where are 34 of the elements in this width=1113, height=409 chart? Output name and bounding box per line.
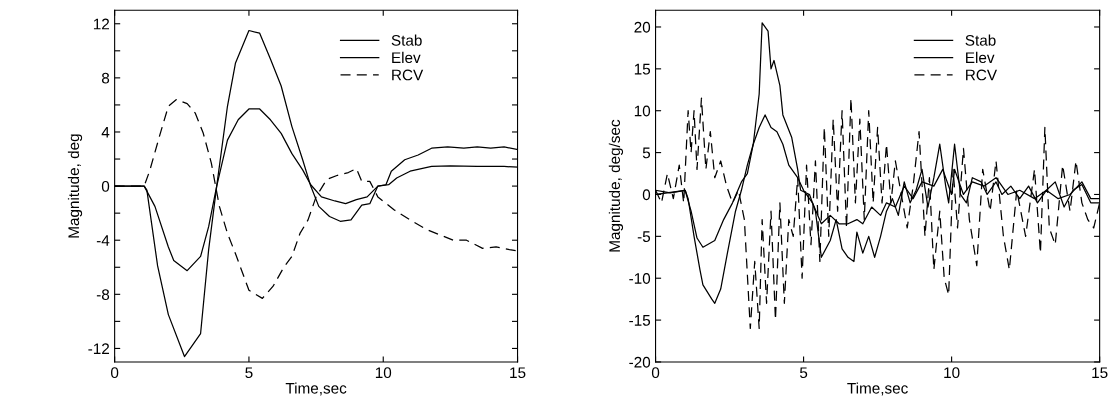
legend-label: Stab bbox=[965, 34, 996, 46]
x-tick-label: 5 bbox=[799, 367, 808, 379]
x-tick-label: 10 bbox=[944, 367, 960, 379]
legend-label: RCV bbox=[392, 69, 424, 81]
y-tick-label: 10 bbox=[634, 105, 651, 117]
y-tick-label: 4 bbox=[101, 127, 110, 138]
x-tick-label: 15 bbox=[1092, 367, 1108, 379]
legend-label: Elev bbox=[392, 51, 421, 64]
y-axis-title: Magnitude, deg bbox=[67, 134, 83, 238]
x-tick-label: 5 bbox=[245, 367, 253, 379]
y-tick-label: 20 bbox=[634, 21, 651, 33]
x-tick-label: 0 bbox=[651, 367, 660, 379]
x-tick-label: 10 bbox=[375, 367, 392, 379]
y-tick-label: -20 bbox=[629, 356, 651, 368]
legend-label: RCV bbox=[966, 69, 998, 81]
y-tick-label: -12 bbox=[88, 343, 110, 354]
x-axis-title: Time,sec bbox=[285, 382, 347, 396]
x-axis-title: Time,sec bbox=[847, 382, 908, 396]
y-tick-label: 12 bbox=[93, 18, 110, 30]
y-tick-label: -4 bbox=[96, 235, 110, 246]
y-axis-title: Magnitude, deg/sec bbox=[608, 119, 624, 252]
y-tick-label: -15 bbox=[629, 315, 651, 326]
x-tick-label: 0 bbox=[110, 367, 119, 379]
y-tick-label: 5 bbox=[642, 147, 651, 159]
y-tick-label: 8 bbox=[101, 72, 110, 84]
legend-label: Stab bbox=[391, 34, 422, 46]
y-tick-label: 0 bbox=[101, 180, 110, 192]
x-tick-label: 15 bbox=[510, 367, 526, 379]
y-tick-label: -5 bbox=[637, 231, 651, 243]
legend-label: Elev bbox=[966, 51, 995, 64]
y-tick-label: -10 bbox=[629, 273, 651, 284]
y-tick-label: 0 bbox=[642, 189, 651, 201]
y-tick-label: 15 bbox=[634, 63, 651, 75]
y-tick-label: -8 bbox=[96, 289, 110, 301]
